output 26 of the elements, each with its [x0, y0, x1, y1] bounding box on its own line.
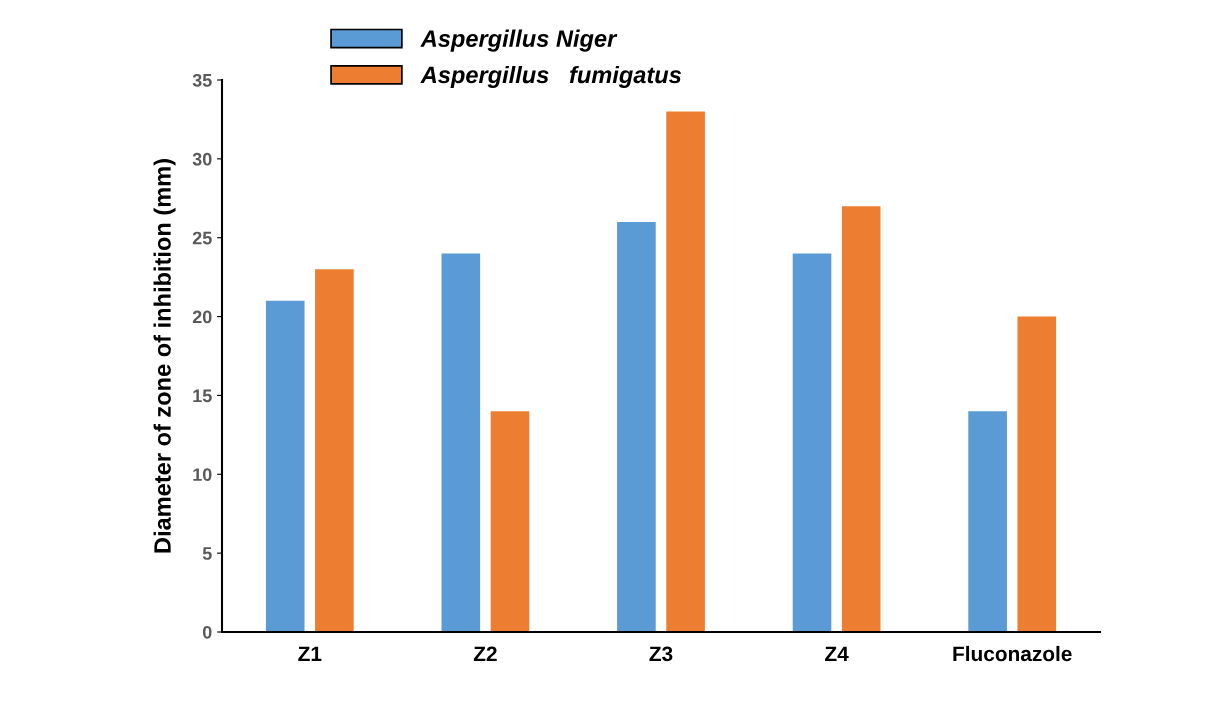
bar — [792, 253, 832, 632]
bar — [315, 269, 354, 632]
bar — [968, 411, 1007, 632]
x-tick-label: Fluconazole — [953, 645, 1072, 662]
bar — [617, 221, 656, 632]
y-tick-label: 35 — [192, 73, 212, 87]
bar — [441, 253, 481, 632]
x-tick-label: Z2 — [473, 646, 497, 661]
bar — [1017, 316, 1057, 632]
bar — [265, 300, 305, 632]
x-tick-label: Z3 — [649, 646, 673, 662]
legend-label: Aspergillus fumigatus — [420, 65, 682, 88]
bar — [490, 411, 530, 632]
y-tick-label: 15 — [193, 389, 212, 403]
y-axis-title: Diameter of zone of inhibition (mm) — [153, 159, 176, 553]
y-tick-label: 5 — [202, 547, 212, 560]
y-tick-label: 20 — [192, 310, 212, 324]
bar — [841, 206, 881, 632]
legend-label: Aspergillus Niger — [420, 29, 618, 52]
x-tick-label: Z1 — [298, 646, 322, 661]
y-tick-label: 10 — [193, 468, 212, 482]
y-tick-label: 25 — [192, 231, 212, 245]
y-tick-label: 30 — [192, 152, 212, 166]
y-tick-label: 0 — [202, 625, 212, 639]
x-tick-label: Z4 — [825, 646, 849, 661]
bar — [666, 111, 705, 632]
